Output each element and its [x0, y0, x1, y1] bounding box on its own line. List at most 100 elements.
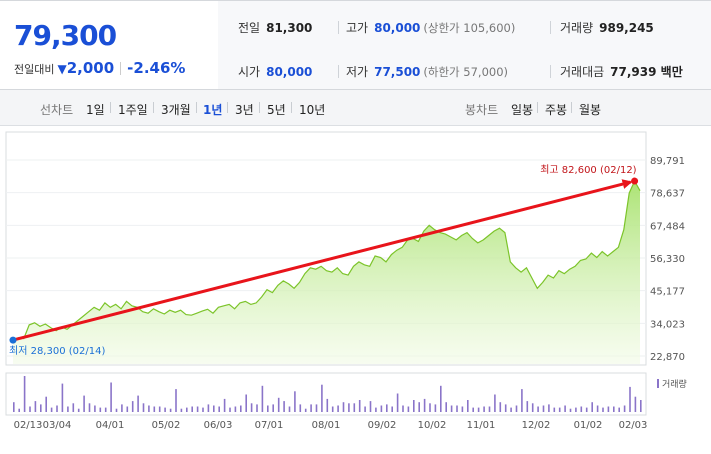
divider: [227, 102, 228, 113]
volume-bar: [207, 404, 210, 412]
volume-bar: [369, 401, 372, 412]
line-chart-label: 선차트: [40, 103, 74, 117]
x-tick-label: 09/02: [368, 420, 397, 431]
upper-limit: (상한가 105,600): [423, 21, 516, 35]
volume-bar: [34, 401, 37, 412]
tab-1w[interactable]: 1주일: [118, 103, 148, 117]
tab-weekly[interactable]: 주봉: [545, 103, 568, 117]
lower-limit: (하한가 57,000): [423, 65, 509, 79]
low-value: 77,500: [374, 65, 421, 79]
volume-bar: [180, 408, 183, 412]
volume-bar: [326, 398, 329, 412]
tab-1d[interactable]: 1일: [86, 103, 105, 117]
candle-chart-label: 봉차트: [465, 103, 499, 117]
volume-bar: [575, 407, 577, 412]
prev-close-label: 전일: [238, 21, 261, 35]
tab-monthly[interactable]: 월봉: [579, 103, 602, 117]
quote-stats: 전일 81,300 고가 80,000 (상한가 105,600) 거래량 989,24…: [218, 1, 711, 89]
current-price: 79,300: [14, 19, 117, 52]
max-point: [631, 177, 639, 185]
volume-bar: [364, 406, 366, 412]
y-tick-label: 56,330: [650, 254, 685, 265]
change-percent: -2.46%: [127, 59, 186, 77]
prev-close-cell: 전일 81,300: [238, 19, 312, 36]
x-tick-label: 12/02: [522, 420, 551, 431]
volume-legend: 거래량: [662, 378, 687, 390]
divider: [259, 102, 260, 113]
y-tick-label: 34,023: [650, 319, 685, 330]
volume-bar: [261, 385, 264, 412]
volume-bar: [229, 407, 231, 412]
volume-bar: [213, 405, 215, 412]
volume-bar: [629, 386, 631, 412]
min-annotation: 최저 28,300 (02/14): [9, 345, 105, 357]
volume-bar: [56, 405, 58, 412]
volume-cell: 거래량 989,245: [560, 19, 654, 36]
y-tick-label: 45,177: [650, 287, 685, 298]
tab-daily[interactable]: 일봉: [511, 103, 534, 117]
volume-bar: [50, 407, 53, 412]
divider: [291, 102, 292, 113]
volume-bar: [450, 405, 453, 412]
tab-1y[interactable]: 1년: [203, 103, 223, 117]
volume-bar: [294, 391, 296, 412]
volume-bar: [607, 406, 610, 412]
volume-bar: [299, 404, 302, 412]
volume-bar: [418, 402, 420, 412]
volume-bar: [245, 394, 247, 412]
volume-bar: [634, 396, 637, 412]
volume-bar: [23, 376, 26, 412]
volume-bar: [440, 385, 442, 412]
down-arrow-icon: ▼: [57, 62, 67, 76]
volume-bar: [402, 405, 404, 412]
min-point: [9, 336, 17, 344]
price-chart[interactable]: 최고 82,600 (02/12) 최저 28,300 (02/14) 89,7…: [0, 126, 711, 454]
tab-3m[interactable]: 3개월: [161, 103, 191, 117]
volume-area: [5, 372, 647, 416]
volume-bar: [99, 407, 102, 412]
amount-label: 거래대금: [560, 65, 605, 79]
volume-bar: [142, 403, 145, 412]
volume-legend-swatch: [657, 379, 659, 388]
volume-bar: [526, 401, 529, 412]
volume-bar: [483, 406, 485, 412]
volume-bar: [521, 389, 523, 412]
volume-bar: [88, 403, 91, 412]
open-cell: 시가 80,000: [238, 63, 312, 80]
volume-bar: [353, 403, 356, 412]
y-tick-label: 67,484: [650, 221, 685, 232]
x-tick-label: 06/03: [204, 420, 233, 431]
volume-bar: [240, 405, 242, 412]
price-box: 79,300 전일대비 ▼2,000 -2.46%: [0, 1, 219, 89]
trend-arrow: [12, 179, 633, 342]
divider: [110, 102, 111, 113]
price-area: [13, 181, 640, 364]
max-annotation: 최고 82,600 (02/12): [540, 164, 636, 176]
volume-bar: [558, 407, 561, 412]
volume-bar: [186, 407, 188, 412]
divider: [120, 62, 122, 75]
volume-bar: [169, 408, 172, 412]
volume-bar: [283, 401, 285, 412]
volume-bar: [153, 406, 156, 412]
open-value: 80,000: [266, 65, 313, 79]
x-tick-label: 02/13: [14, 420, 43, 431]
tab-3y[interactable]: 3년: [235, 103, 254, 117]
x-tick-label: 08/01: [312, 420, 341, 431]
x-axis: 02/13 03/04 04/01 05/02 06/03 07/01 08/01 09/02…: [14, 420, 648, 431]
tab-10y[interactable]: 10년: [299, 103, 326, 117]
volume-bar: [515, 405, 518, 412]
volume-bar: [29, 406, 31, 412]
volume-bar: [391, 406, 393, 412]
volume-bar: [461, 406, 464, 412]
volume-bar: [407, 406, 410, 412]
volume-bar: [623, 405, 626, 412]
volume-bar: [104, 407, 107, 412]
tab-5y[interactable]: 5년: [267, 103, 286, 117]
volume-bar: [83, 395, 85, 412]
volume-bar: [110, 382, 112, 412]
volume-bar: [531, 403, 534, 412]
volume-bar: [602, 407, 604, 412]
x-tick-label: 07/01: [255, 420, 284, 431]
volume-bar: [191, 406, 193, 412]
